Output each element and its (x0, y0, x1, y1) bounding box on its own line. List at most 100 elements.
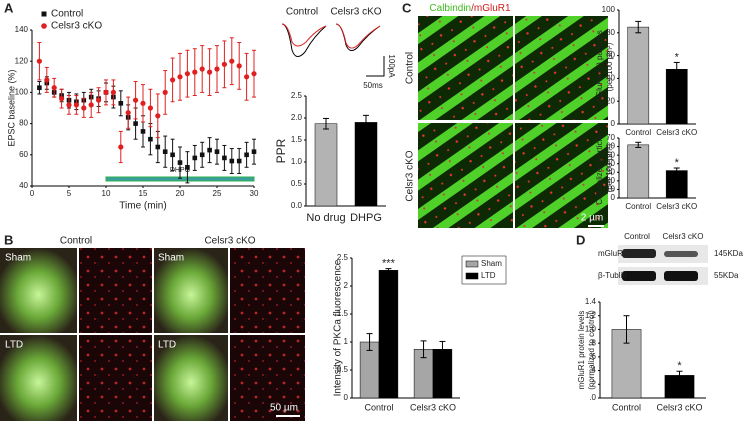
stain: Calbindin (429, 3, 471, 14)
x-tick-label: Celsr3 cKO (656, 128, 697, 137)
micrograph (0, 248, 77, 333)
scale-label: 50 µm (270, 403, 298, 414)
y-tick-label: 2.5 (291, 91, 303, 100)
marker (36, 58, 43, 64)
y-tick-label: 120 (15, 56, 29, 65)
x-tick-label: DHPG (350, 212, 382, 224)
marker (37, 85, 42, 91)
y-tick-label: 0.5 (337, 365, 349, 374)
size-label: 145KDa (714, 249, 743, 258)
scale-bar (366, 56, 385, 77)
marker (207, 69, 213, 75)
micrograph (230, 248, 305, 333)
row-label: Sham (5, 253, 31, 264)
column-label: Celsr3 cKO (204, 236, 255, 247)
legend-marker (41, 23, 47, 29)
y-tick-label: 100 (602, 5, 616, 14)
y-tick-label: 2.0 (291, 113, 303, 122)
marker (88, 102, 94, 108)
band (664, 271, 698, 281)
marker (177, 74, 183, 80)
y-tick-label: 60 (606, 51, 615, 60)
x-tick-label: 15 (139, 189, 148, 198)
marker (133, 121, 138, 126)
y-tick-label: 50 (606, 150, 615, 159)
x-tick-label: Control (612, 402, 641, 412)
scale-label: 100pA (387, 54, 396, 78)
marker (162, 149, 168, 154)
marker (221, 61, 227, 67)
marker (251, 71, 257, 77)
micrograph (515, 16, 608, 120)
marker (73, 102, 79, 108)
y-tick-label: 0 (611, 119, 616, 128)
micrograph (154, 248, 228, 333)
protein-label: mGluR1 (598, 249, 628, 258)
x-tick-label: 5 (67, 189, 72, 198)
marker (133, 97, 139, 103)
y-axis-label: mGluR1 protein levels (577, 311, 586, 390)
y-axis-label: Intensity of PKCa fluorescence (333, 259, 344, 396)
error-bar (623, 315, 630, 344)
marker (44, 77, 50, 83)
marker (184, 71, 190, 77)
x-axis-label: Time (min) (119, 201, 166, 212)
marker (222, 155, 227, 161)
marker (103, 89, 109, 95)
y-tick-label: 1 (344, 337, 349, 346)
x-tick-label: Celsr3 cKO (656, 402, 702, 412)
lane-label: Celsr3 cKO (663, 232, 704, 241)
legend-swatch (465, 260, 479, 268)
marker (59, 96, 65, 102)
trace (335, 23, 381, 51)
y-tick-label: .0 (589, 393, 596, 402)
marker (214, 66, 220, 72)
x-tick-label: 20 (176, 189, 185, 198)
micrograph (515, 123, 608, 228)
y-tick-label: .2 (589, 379, 596, 388)
panel-label: C (402, 0, 412, 15)
y-tick-label: 100 (15, 88, 29, 97)
marker (185, 164, 190, 170)
micrograph (418, 123, 513, 228)
micrograph (230, 335, 305, 421)
micrograph (418, 16, 513, 120)
legend-label: LTD (481, 271, 496, 280)
micrograph (79, 335, 152, 421)
marker (170, 77, 176, 83)
y-tick-label: 70 (606, 133, 615, 142)
marker (147, 105, 153, 111)
bar (665, 170, 688, 199)
legend-label: Control (51, 9, 83, 20)
y-tick-label: 0.5 (291, 179, 303, 188)
y-tick-label: 30 (606, 167, 615, 176)
y-tick-label: 40 (19, 181, 28, 190)
marker (148, 136, 153, 142)
y-tick-label: 140 (15, 25, 29, 34)
x-tick-label: Celsr3 cKO (410, 402, 456, 412)
stain: /mGluR1 (471, 3, 511, 14)
band (664, 251, 698, 257)
significance: * (675, 51, 680, 63)
marker (162, 89, 168, 95)
marker (118, 144, 124, 150)
bar (627, 144, 650, 199)
marker (125, 110, 131, 116)
bar (627, 26, 650, 125)
marker (199, 152, 205, 158)
y-axis-label: (per 100 µm²) (605, 143, 614, 192)
error-bar (673, 61, 680, 77)
y-axis-label: EPSC baseline (%) (6, 69, 16, 146)
scale-label: 2 µm (581, 213, 603, 224)
scale-label: 50ms (363, 81, 383, 90)
marker (251, 149, 257, 154)
trace-label: Celsr3 cKO (330, 7, 381, 18)
marker (96, 97, 102, 103)
marker (199, 66, 205, 72)
marker (192, 69, 198, 75)
significance: * (677, 360, 682, 372)
y-tick-label: 80 (606, 28, 615, 37)
y-tick-label: 2 (344, 281, 349, 290)
y-tick-label: 1.0 (291, 157, 303, 166)
